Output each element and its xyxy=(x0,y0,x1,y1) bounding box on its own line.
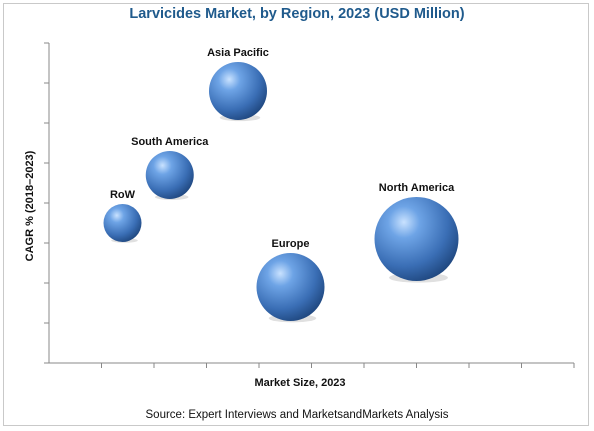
bubble-label: South America xyxy=(131,136,209,148)
bubble-europe xyxy=(256,253,325,321)
x-axis-title: Market Size, 2023 xyxy=(254,377,345,389)
chart-frame xyxy=(3,3,589,426)
bubble-label: RoW xyxy=(110,189,136,201)
bubble-north-america xyxy=(374,197,459,281)
bubble-row xyxy=(103,204,142,242)
source-note: Source: Expert Interviews and Marketsand… xyxy=(145,409,449,421)
bubble-asia-pacific xyxy=(209,62,267,120)
bubble-label: North America xyxy=(379,182,455,194)
y-axis-title: CAGR % (2018–2023) xyxy=(24,150,36,261)
bubble-label: Europe xyxy=(272,238,310,250)
bubble-south-america xyxy=(145,151,194,199)
bubble-label: Asia Pacific xyxy=(207,47,269,59)
chart-title: Larvicides Market, by Region, 2023 (USD … xyxy=(129,6,465,22)
